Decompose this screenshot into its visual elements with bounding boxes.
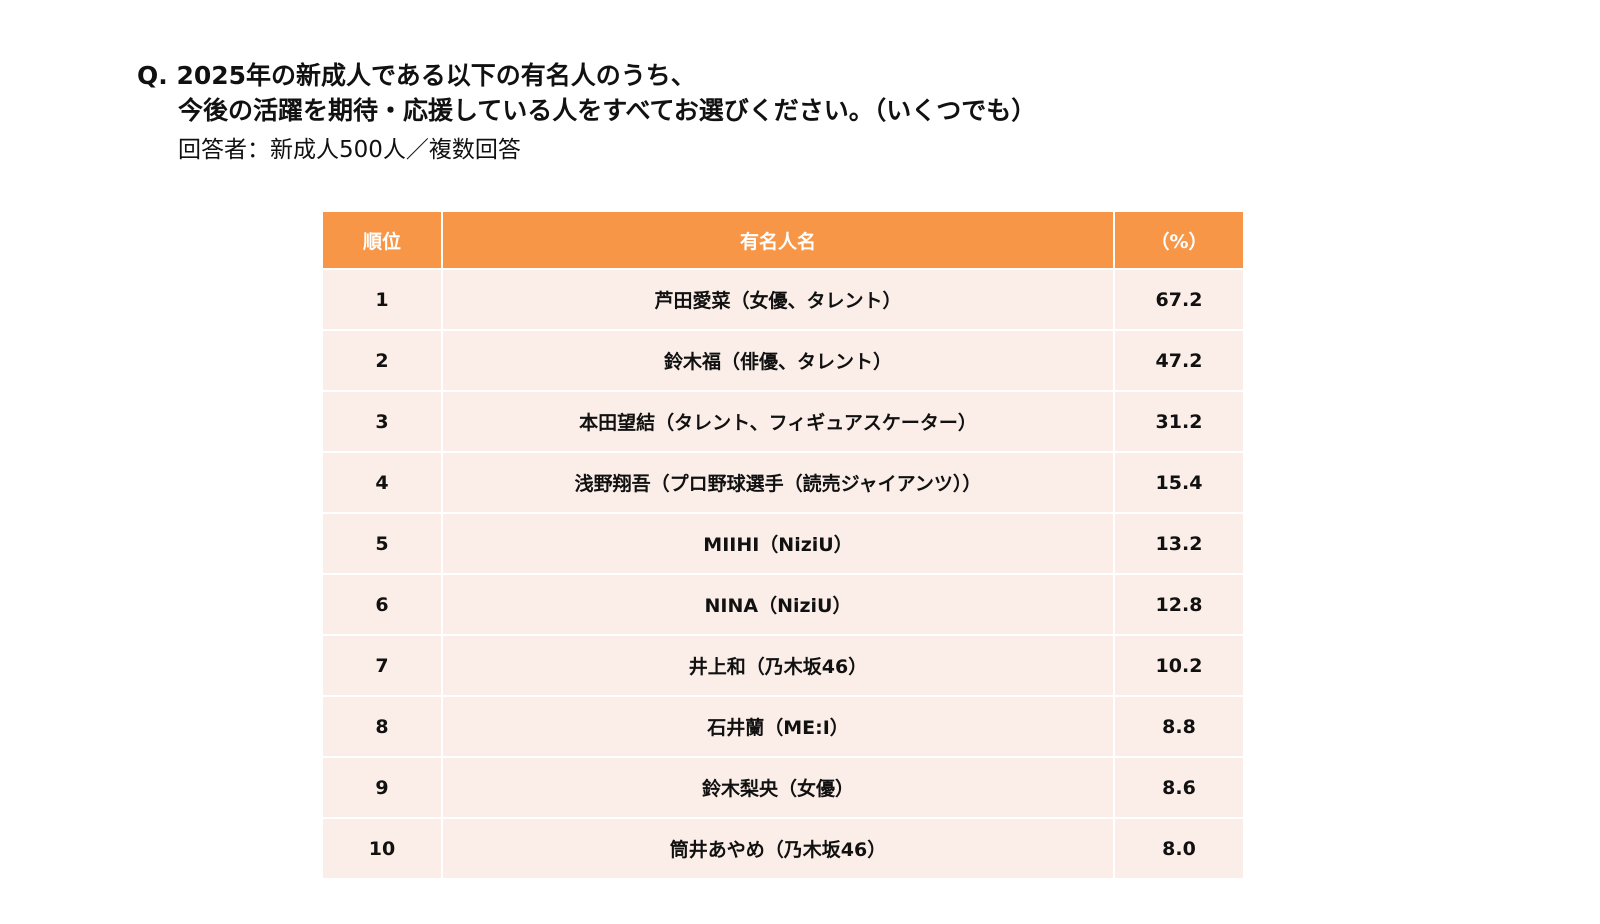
percentage: 31.2 (1115, 392, 1243, 451)
celebrity-name: 浅野翔吾（プロ野球選手（読売ジャイアンツ）） (443, 453, 1113, 512)
celebrity-name: 井上和（乃木坂46） (443, 636, 1113, 695)
rank: 2 (323, 331, 441, 390)
percentage: 10.2 (1115, 636, 1243, 695)
percentage: 8.0 (1115, 819, 1243, 878)
respondents: 回答者：新成人500人／複数回答 (178, 137, 521, 163)
celebrity-name: 芦田愛菜（女優、タレント） (443, 270, 1113, 329)
celebrity-name: MIIHI（NiziU） (443, 514, 1113, 573)
celebrity-name: 筒井あやめ（乃木坂46） (443, 819, 1113, 878)
celebrity-name: 石井蘭（ME:I） (443, 697, 1113, 756)
question-line: 今後の活躍を期待・応援している人をすべてお選びください。（いくつでも） (178, 96, 1037, 125)
celebrity-name: 鈴木福（俳優、タレント） (443, 331, 1113, 390)
percentage: 12.8 (1115, 575, 1243, 634)
percentage: 8.6 (1115, 758, 1243, 817)
percentage: 67.2 (1115, 270, 1243, 329)
column-header: 有名人名 (443, 212, 1113, 268)
rank: 3 (323, 392, 441, 451)
percentage: 8.8 (1115, 697, 1243, 756)
percentage: 15.4 (1115, 453, 1243, 512)
question-line: Q. 2025年の新成人である以下の有名人のうち、 (137, 61, 696, 90)
celebrity-name: NINA（NiziU） (443, 575, 1113, 634)
rank: 8 (323, 697, 441, 756)
column-header: 順位 (323, 212, 441, 268)
ranking-table: 順位 有名人名 （%） 1 芦田愛菜（女優、タレント） 67.2 2 鈴木福（俳優、タレント）… (323, 212, 1243, 878)
column-header: （%） (1115, 212, 1243, 268)
rank: 1 (323, 270, 441, 329)
rank: 9 (323, 758, 441, 817)
rank: 6 (323, 575, 441, 634)
rank: 4 (323, 453, 441, 512)
rank: 5 (323, 514, 441, 573)
celebrity-name: 本田望結（タレント、フィギュアスケーター） (443, 392, 1113, 451)
celebrity-name: 鈴木梨央（女優） (443, 758, 1113, 817)
rank: 7 (323, 636, 441, 695)
percentage: 13.2 (1115, 514, 1243, 573)
percentage: 47.2 (1115, 331, 1243, 390)
rank: 10 (323, 819, 441, 878)
